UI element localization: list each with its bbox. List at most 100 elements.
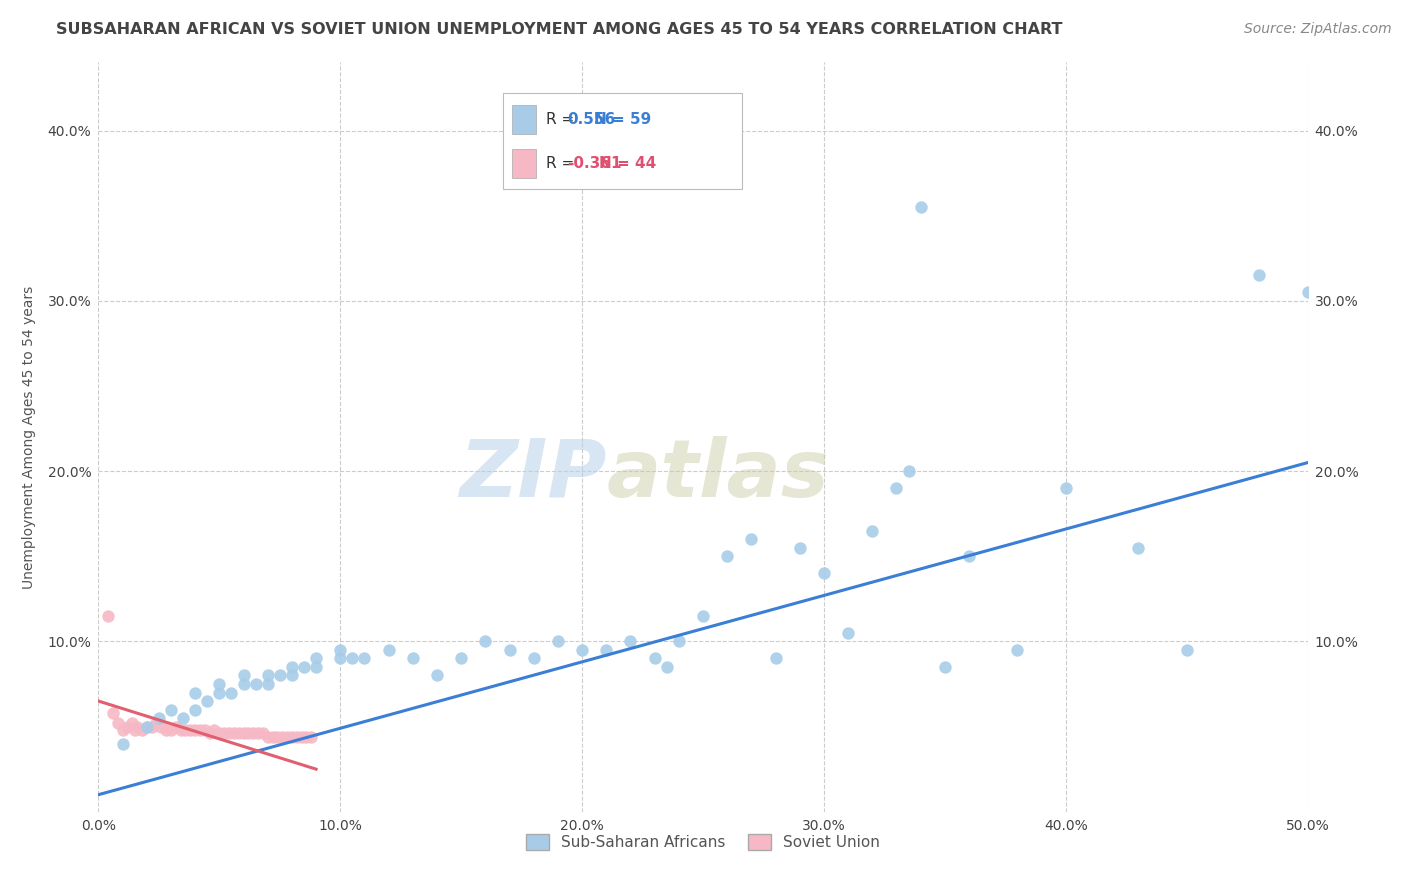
Point	[1007, 643, 1029, 657]
Point	[474, 634, 496, 648]
Text: N = 59: N = 59	[593, 112, 651, 127]
Point	[957, 549, 980, 564]
Point	[716, 549, 738, 564]
Point	[934, 660, 956, 674]
Point	[111, 737, 134, 751]
Point	[155, 723, 177, 737]
Y-axis label: Unemployment Among Ages 45 to 54 years: Unemployment Among Ages 45 to 54 years	[22, 285, 37, 589]
Point	[117, 720, 139, 734]
Point	[299, 730, 322, 744]
Point	[897, 464, 920, 478]
Point	[160, 723, 183, 737]
Point	[150, 720, 173, 734]
Point	[644, 651, 666, 665]
Point	[262, 730, 284, 744]
Point	[107, 716, 129, 731]
Point	[169, 723, 191, 737]
Point	[692, 608, 714, 623]
Text: Source: ZipAtlas.com: Source: ZipAtlas.com	[1244, 22, 1392, 37]
Point	[208, 726, 231, 740]
Point	[222, 726, 245, 740]
Text: 0.556: 0.556	[568, 112, 616, 127]
Point	[910, 200, 932, 214]
Point	[329, 643, 352, 657]
Text: SUBSAHARAN AFRICAN VS SOVIET UNION UNEMPLOYMENT AMONG AGES 45 TO 54 YEARS CORREL: SUBSAHARAN AFRICAN VS SOVIET UNION UNEMP…	[56, 22, 1063, 37]
Point	[668, 634, 690, 648]
Point	[101, 706, 124, 720]
Point	[377, 643, 399, 657]
Point	[740, 533, 762, 547]
Point	[765, 651, 787, 665]
Text: -0.361: -0.361	[568, 156, 621, 171]
Point	[160, 702, 183, 716]
Point	[271, 730, 294, 744]
Point	[450, 651, 472, 665]
Point	[281, 730, 304, 744]
Point	[194, 723, 217, 737]
Point	[571, 643, 593, 657]
Point	[195, 694, 218, 708]
Point	[218, 726, 240, 740]
Point	[145, 716, 167, 731]
Point	[1175, 643, 1198, 657]
Point	[266, 730, 288, 744]
Point	[174, 723, 197, 737]
Point	[184, 723, 207, 737]
Point	[124, 723, 146, 737]
Point	[498, 643, 520, 657]
Point	[1054, 481, 1077, 495]
Point	[886, 481, 908, 495]
Point	[221, 685, 243, 699]
Point	[285, 730, 308, 744]
Point	[245, 677, 267, 691]
Point	[184, 685, 207, 699]
Point	[131, 723, 153, 737]
Point	[1296, 285, 1319, 300]
Text: R =: R =	[546, 156, 579, 171]
Point	[595, 643, 617, 657]
Point	[305, 651, 328, 665]
Point	[402, 651, 425, 665]
Point	[1249, 268, 1271, 283]
Point	[165, 720, 187, 734]
Point	[837, 626, 859, 640]
Point	[198, 726, 221, 740]
Point	[813, 566, 835, 581]
Point	[426, 668, 449, 682]
Point	[342, 651, 364, 665]
Point	[238, 726, 260, 740]
Point	[789, 541, 811, 555]
Point	[111, 723, 134, 737]
Point	[523, 651, 546, 665]
Point	[256, 677, 278, 691]
Point	[232, 668, 254, 682]
Point	[305, 660, 328, 674]
Point	[141, 720, 163, 734]
Point	[281, 660, 304, 674]
Text: ZIP: ZIP	[458, 435, 606, 514]
Point	[242, 726, 264, 740]
Point	[127, 720, 149, 734]
Point	[179, 723, 201, 737]
Point	[232, 677, 254, 691]
Point	[212, 726, 235, 740]
Text: atlas: atlas	[606, 435, 830, 514]
Point	[256, 730, 278, 744]
Point	[252, 726, 274, 740]
Point	[172, 711, 194, 725]
Point	[619, 634, 641, 648]
Point	[256, 668, 278, 682]
Point	[135, 720, 157, 734]
Point	[329, 651, 352, 665]
Point	[247, 726, 270, 740]
Point	[281, 668, 304, 682]
Text: R =: R =	[546, 112, 579, 127]
Point	[295, 730, 318, 744]
Point	[184, 702, 207, 716]
Point	[655, 660, 678, 674]
Point	[547, 634, 569, 648]
Point	[204, 723, 226, 737]
Point	[208, 685, 231, 699]
Point	[353, 651, 375, 665]
Point	[290, 730, 312, 744]
